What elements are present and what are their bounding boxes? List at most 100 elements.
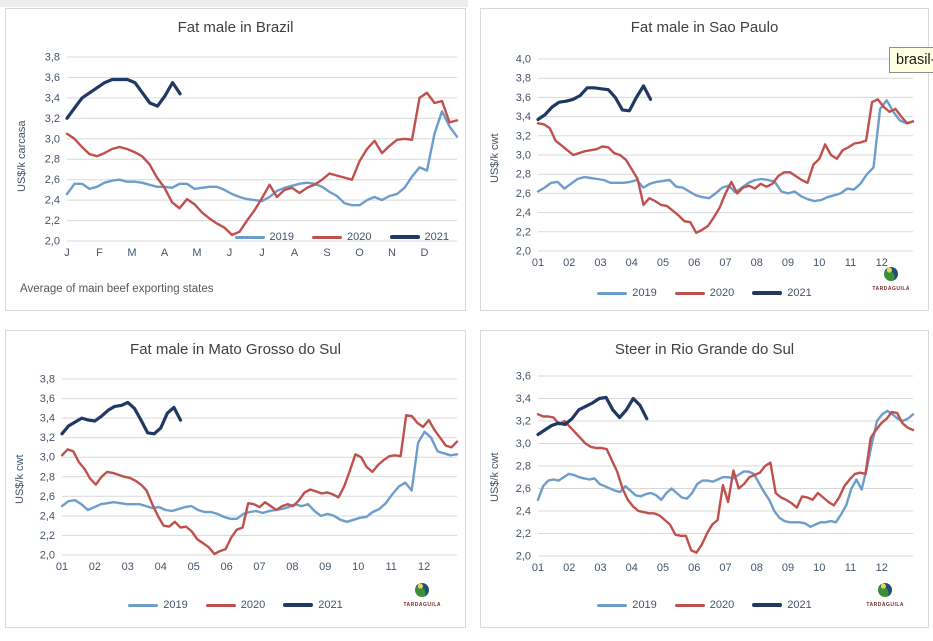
x-tick-label: 07 — [253, 561, 265, 573]
y-tick-label: 2,4 — [45, 195, 60, 207]
x-tick-label: 12 — [418, 561, 430, 573]
y-tick-label: 2,2 — [516, 528, 531, 540]
y-tick-label: 2,6 — [40, 491, 55, 503]
legend-line-swatch — [234, 235, 265, 239]
x-tick-label: 08 — [751, 562, 763, 574]
legend-label: 2019 — [632, 287, 657, 299]
y-tick-label: 2,0 — [516, 246, 531, 258]
y-tick-label: 2,2 — [516, 226, 531, 238]
legend-label: 2019 — [269, 231, 295, 243]
legend-line-swatch — [205, 603, 236, 607]
series-line-2021 — [536, 395, 649, 437]
series-line-2019 — [60, 430, 459, 524]
series-line-2021 — [65, 77, 182, 120]
y-tick-label: 2,6 — [516, 483, 531, 495]
line-chart: 2,0 2,2 2,4 2,6 2,8 3,0 3,2 3,4 3,6 3,8 J F M A M J J A S O… — [45, 52, 459, 259]
legend-line-swatch — [597, 291, 628, 295]
page-top-strip — [0, 0, 468, 7]
x-tick-label: 05 — [657, 562, 669, 574]
legend-item-2019: 2019 — [234, 231, 295, 243]
legend-item-2019: 2019 — [597, 599, 657, 611]
y-tick-label: 3,0 — [516, 150, 531, 162]
x-tick-label: 06 — [220, 561, 232, 573]
y-tick-label: 2,8 — [516, 169, 531, 181]
x-tick-label: D — [421, 247, 429, 259]
y-tick-label: 3,2 — [516, 416, 531, 428]
legend-item-2020: 2020 — [205, 599, 266, 611]
chart-panel-rio-grande: Steer in Rio Grande do Sul US$/k cwt 2,0… — [480, 330, 929, 628]
legend-item-2021: 2021 — [752, 599, 812, 611]
y-tick-label: 3,8 — [516, 73, 531, 85]
chart-title: Steer in Rio Grande do Sul — [614, 341, 795, 358]
x-tick-label: 01 — [56, 561, 68, 573]
y-tick-label: 3,8 — [45, 52, 60, 64]
series-line-2019 — [536, 99, 915, 203]
legend-item-2020: 2020 — [674, 287, 735, 299]
y-tick-label: 3,6 — [516, 92, 531, 104]
x-tick-label: 01 — [532, 257, 544, 269]
x-tick-label: 06 — [688, 562, 700, 574]
x-tick-label: 11 — [385, 561, 396, 573]
x-tick-label: 07 — [719, 257, 731, 269]
legend-line-swatch — [597, 603, 628, 607]
x-tick-label: 10 — [813, 562, 825, 574]
x-tick-label: F — [96, 247, 103, 259]
chart-title: Fat male in Mato Grosso do Sul — [130, 341, 341, 358]
chart-panel-brazil: Fat male in Brazil US$/k carcasa 2,0 2,2 2… — [5, 8, 466, 311]
y-tick-label: 2,0 — [516, 551, 531, 563]
y-tick-label: 2,8 — [40, 471, 55, 483]
chart-footnote: Average of main beef exporting states — [20, 283, 214, 295]
legend-item-2020: 2020 — [312, 231, 372, 243]
x-tick-label: 04 — [626, 257, 638, 269]
chart-legend: 2019 2020 2021 — [481, 599, 928, 611]
chart-title: Fat male in Brazil — [177, 19, 294, 36]
series-line-2019 — [536, 409, 915, 529]
legend-label: 2021 — [787, 287, 812, 299]
x-tick-label: 09 — [782, 257, 794, 269]
series-line-2019 — [65, 109, 459, 207]
line-chart: 2,0 2,2 2,4 2,6 2,8 3,0 3,2 3,4 3,6 3,8 4,0 01 02 03 0… — [516, 54, 915, 269]
x-tick-label: 08 — [286, 561, 298, 573]
legend-label: 2020 — [240, 599, 266, 611]
x-tick-label: O — [355, 247, 364, 259]
legend-line-swatch — [312, 235, 343, 239]
y-tick-label: 4,0 — [516, 54, 531, 66]
hover-tooltip: brasil-r — [889, 47, 933, 73]
x-tick-label: 04 — [626, 562, 638, 574]
x-tick-label: 09 — [319, 561, 331, 573]
tardaguila-logo: TARDAGUILA — [866, 583, 904, 608]
y-tick-label: 3,0 — [516, 438, 531, 450]
globe-icon — [415, 583, 430, 597]
legend-label: 2019 — [163, 599, 188, 611]
x-tick-label: J — [64, 247, 70, 259]
logo-text: TARDAGUILA — [872, 286, 910, 292]
legend-line-swatch — [674, 603, 705, 607]
legend-label: 2020 — [709, 287, 735, 299]
chart-legend: 2019 2020 2021 — [481, 287, 928, 299]
y-tick-label: 2,6 — [45, 174, 60, 186]
legend-label: 2019 — [632, 599, 657, 611]
legend-item-2021: 2021 — [752, 287, 812, 299]
line-chart: 2,0 2,2 2,4 2,6 2,8 3,0 3,2 3,4 3,6 01 02 03 04 05 06 0… — [516, 371, 915, 574]
y-tick-label: 2,6 — [516, 188, 531, 200]
y-tick-label: 3,4 — [45, 92, 60, 104]
x-tick-label: 03 — [594, 562, 606, 574]
legend-item-2019: 2019 — [128, 599, 188, 611]
y-tick-label: 2,2 — [45, 215, 60, 227]
legend-label: 2020 — [347, 231, 372, 243]
tardaguila-logo: TARDAGUILA — [872, 267, 910, 292]
x-tick-label: A — [291, 247, 299, 259]
x-tick-label: 04 — [155, 561, 167, 573]
x-tick-label: 02 — [563, 257, 575, 269]
y-tick-label: 3,8 — [40, 374, 55, 386]
x-tick-label: M — [127, 247, 136, 259]
legend-item-2021: 2021 — [283, 599, 343, 611]
legend-label: 2020 — [709, 599, 735, 611]
x-tick-label: 11 — [845, 257, 856, 269]
y-tick-label: 2,0 — [45, 236, 60, 248]
legend-label: 2021 — [787, 599, 812, 611]
y-tick-label: 2,8 — [516, 461, 531, 473]
line-chart: 2,0 2,2 2,4 2,6 2,8 3,0 3,2 3,4 3,6 3,8 01 02 03 04 05… — [40, 374, 459, 573]
x-tick-label: 03 — [594, 257, 606, 269]
